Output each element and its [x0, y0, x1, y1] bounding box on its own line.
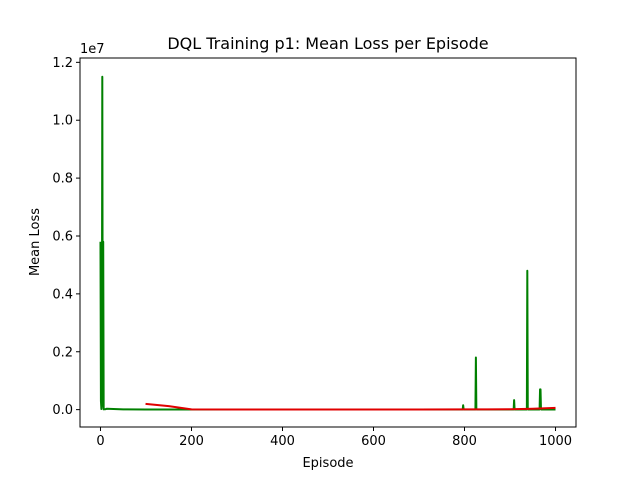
x-tick-label: 600	[361, 434, 386, 449]
x-tick-label: 0	[96, 434, 104, 449]
x-tick-label: 1000	[539, 434, 572, 449]
x-axis: 0 200 400 600 800 1000	[96, 427, 572, 449]
series-line-2	[145, 402, 556, 411]
y-axis-label: Mean Loss	[28, 208, 43, 276]
y-tick-label: 0.8	[52, 172, 73, 187]
x-axis-label: Episode	[302, 456, 353, 471]
x-tick-label: 200	[179, 434, 204, 449]
y-tick-label: 0.4	[52, 287, 73, 302]
x-tick-label: 800	[452, 434, 477, 449]
y-tick-label: 0.2	[52, 345, 73, 360]
series-line-1	[99, 75, 556, 411]
y-axis: 0.0 0.2 0.4 0.6 0.8 1.0 1.2	[52, 56, 80, 418]
y-tick-label: 1.2	[52, 56, 73, 71]
y-tick-label: 0.6	[52, 229, 73, 244]
chart-title: DQL Training p1: Mean Loss per Episode	[167, 34, 488, 53]
x-tick-label: 400	[270, 434, 295, 449]
y-tick-label: 1.0	[52, 114, 73, 129]
plot-area	[99, 75, 556, 411]
axes-frame	[79, 57, 577, 428]
y-scale-label: 1e7	[80, 42, 105, 57]
y-tick-label: 0.0	[52, 403, 73, 418]
